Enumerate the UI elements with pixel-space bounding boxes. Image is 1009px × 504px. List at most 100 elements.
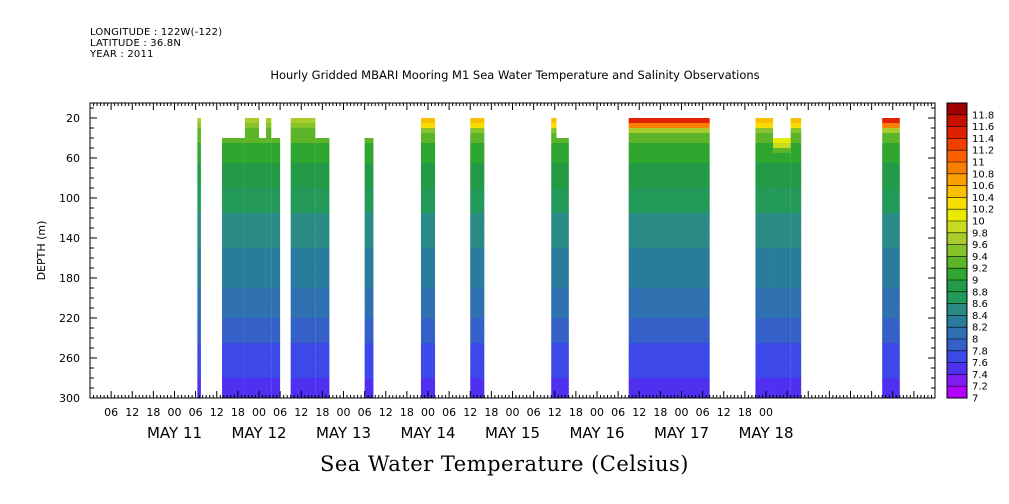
temperature-cell [271,353,281,359]
temperature-cell [882,158,900,164]
temperature-cell [882,248,900,254]
temperature-cell [420,293,436,299]
colorbar-swatch [947,209,967,222]
x-hour-label: 18 [738,406,752,419]
temperature-cell [315,328,330,334]
temperature-cell [556,323,569,329]
temperature-cell [290,283,316,289]
temperature-cell [290,193,316,199]
temperature-cell [364,233,374,239]
temperature-cell [315,378,330,384]
temperature-cell [266,373,272,379]
temperature-cell [420,383,436,389]
x-hour-label: 18 [231,406,245,419]
temperature-cell [271,198,281,204]
temperature-cell [222,148,245,154]
temperature-cell [420,373,436,379]
temperature-cell [790,378,802,384]
temperature-cell [628,303,710,309]
temperature-cell [271,328,281,334]
temperature-cell [259,193,267,199]
colorbar-swatch [947,291,967,304]
temperature-cell [628,118,710,124]
temperature-cell [882,358,900,364]
temperature-cell [290,388,316,394]
temperature-cell [271,223,281,229]
temperature-cell [882,378,900,384]
temperature-cell [420,153,436,159]
temperature-cell [315,303,330,309]
temperature-cell [266,248,272,254]
temperature-cell [628,293,710,299]
x-hour-label: 18 [484,406,498,419]
temperature-cell [315,138,330,144]
temperature-cell [882,218,900,224]
temperature-cell [259,243,267,249]
temperature-cell [755,153,774,159]
temperature-cell [551,338,557,344]
temperature-cell [271,293,281,299]
temperature-cell [551,273,557,279]
temperature-cell [290,318,316,324]
temperature-cell [470,243,485,249]
temperature-cell [266,273,272,279]
temperature-cell [244,193,259,199]
temperature-cell [259,368,267,374]
temperature-cell [755,353,774,359]
temperature-cell [773,253,791,259]
temperature-cell [222,263,245,269]
temperature-cell [271,268,281,274]
temperature-cell [364,168,374,174]
temperature-cell [259,278,267,284]
temperature-cell [628,168,710,174]
temperature-cell [420,173,436,179]
temperature-cell [266,203,272,209]
temperature-cell [556,258,569,264]
temperature-cell [290,128,316,134]
temperature-cell [222,353,245,359]
temperature-cell [244,388,259,394]
temperature-cell [556,203,569,209]
temperature-cell [244,243,259,249]
temperature-cell [290,343,316,349]
temperature-cell [755,393,774,399]
temperature-cell [790,223,802,229]
temperature-cell [551,303,557,309]
temperature-cell [556,243,569,249]
temperature-cell [556,138,569,144]
temperature-cell [556,233,569,239]
temperature-cell [628,343,710,349]
temperature-cell [882,328,900,334]
temperature-cell [197,333,201,339]
temperature-cell [259,388,267,394]
x-hour-label: 06 [104,406,118,419]
temperature-cell [290,338,316,344]
temperature-cell [222,313,245,319]
temperature-cell [222,378,245,384]
temperature-cell [551,348,557,354]
temperature-cell [556,248,569,254]
temperature-cell [420,148,436,154]
temperature-cell [882,298,900,304]
temperature-cell [551,123,557,129]
temperature-cell [364,333,374,339]
temperature-cell [773,298,791,304]
temperature-cell [773,203,791,209]
temperature-cell [271,168,281,174]
temperature-cell [222,218,245,224]
temperature-cell [266,253,272,259]
temperature-cell [364,293,374,299]
temperature-cell [244,348,259,354]
colorbar-swatch [947,386,967,399]
temperature-cell [266,208,272,214]
temperature-cell [222,283,245,289]
temperature-cell [470,148,485,154]
temperature-cell [244,233,259,239]
temperature-cell [755,378,774,384]
colorbar-label: 8.6 [972,299,988,310]
temperature-cell [556,188,569,194]
temperature-cell [556,328,569,334]
temperature-cell [790,298,802,304]
temperature-cell [755,118,774,124]
temperature-cell [244,163,259,169]
